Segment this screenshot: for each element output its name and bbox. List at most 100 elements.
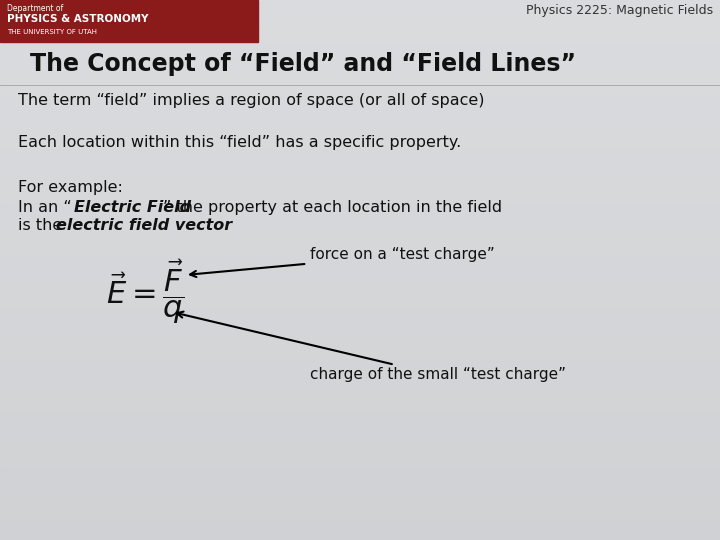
Bar — [0, 446, 720, 447]
Bar — [0, 244, 720, 245]
Bar — [0, 237, 720, 238]
Bar — [0, 114, 720, 115]
Bar — [0, 239, 720, 240]
Bar — [0, 327, 720, 328]
Bar — [0, 210, 720, 211]
Bar — [0, 463, 720, 464]
Bar — [0, 432, 720, 433]
Bar — [0, 399, 720, 400]
Bar — [0, 20, 720, 21]
Bar — [0, 319, 720, 320]
Bar — [0, 531, 720, 532]
Bar — [0, 165, 720, 166]
Bar — [0, 229, 720, 230]
Bar — [0, 378, 720, 379]
Bar — [0, 362, 720, 363]
Bar — [0, 58, 720, 59]
Bar — [0, 454, 720, 455]
Bar — [0, 246, 720, 247]
Bar — [0, 106, 720, 107]
Bar — [0, 332, 720, 333]
Bar — [0, 377, 720, 378]
Bar — [0, 213, 720, 214]
Bar — [0, 295, 720, 296]
Bar — [0, 429, 720, 430]
Bar — [0, 309, 720, 310]
Bar — [0, 54, 720, 55]
Bar — [0, 467, 720, 468]
Bar — [0, 7, 720, 8]
Bar — [0, 517, 720, 518]
Bar — [0, 208, 720, 209]
Bar — [0, 457, 720, 458]
Bar — [0, 64, 720, 65]
Bar — [0, 501, 720, 502]
Text: Each location within this “field” has a specific property.: Each location within this “field” has a … — [18, 135, 462, 150]
Bar — [0, 347, 720, 348]
Bar — [0, 93, 720, 94]
Bar — [0, 424, 720, 425]
Bar — [0, 505, 720, 506]
Bar — [0, 536, 720, 537]
Bar — [0, 180, 720, 181]
Bar — [0, 402, 720, 403]
Bar — [0, 440, 720, 441]
Bar — [0, 415, 720, 416]
Bar — [0, 10, 720, 11]
Bar — [0, 382, 720, 383]
Bar — [0, 504, 720, 505]
Bar — [0, 510, 720, 511]
Bar — [0, 153, 720, 154]
Text: electric field vector: electric field vector — [56, 218, 232, 233]
Bar — [0, 417, 720, 418]
Bar — [0, 220, 720, 221]
Bar — [0, 253, 720, 254]
Bar — [0, 92, 720, 93]
Bar — [0, 162, 720, 163]
Bar — [0, 365, 720, 366]
Bar — [0, 499, 720, 500]
Bar — [0, 485, 720, 486]
Bar — [0, 423, 720, 424]
Bar — [0, 356, 720, 357]
Bar — [0, 479, 720, 480]
Bar — [0, 316, 720, 317]
Bar — [0, 508, 720, 509]
Bar — [0, 227, 720, 228]
Bar — [0, 375, 720, 376]
Bar — [0, 196, 720, 197]
Bar — [0, 351, 720, 352]
Bar — [0, 163, 720, 164]
Bar — [0, 139, 720, 140]
Bar — [0, 94, 720, 95]
Bar — [0, 487, 720, 488]
Bar — [0, 265, 720, 266]
Bar — [0, 212, 720, 213]
Bar — [0, 100, 720, 101]
Bar — [0, 230, 720, 231]
Bar — [0, 242, 720, 243]
Bar — [0, 254, 720, 255]
Bar — [0, 125, 720, 126]
Bar — [0, 0, 720, 1]
Bar — [0, 360, 720, 361]
Bar — [0, 343, 720, 344]
Bar — [0, 216, 720, 217]
Bar — [0, 384, 720, 385]
Bar — [0, 11, 720, 12]
Bar — [0, 400, 720, 401]
Bar — [0, 477, 720, 478]
Bar — [0, 386, 720, 387]
Bar — [0, 200, 720, 201]
Bar — [0, 51, 720, 52]
Bar — [0, 89, 720, 90]
Bar — [0, 202, 720, 203]
Bar — [0, 32, 720, 33]
Bar — [0, 151, 720, 152]
Bar — [0, 42, 720, 43]
Text: charge of the small “test charge”: charge of the small “test charge” — [177, 312, 566, 382]
Bar — [0, 344, 720, 345]
Text: ” the property at each location in the field: ” the property at each location in the f… — [163, 200, 502, 215]
Bar — [0, 401, 720, 402]
Bar — [0, 143, 720, 144]
